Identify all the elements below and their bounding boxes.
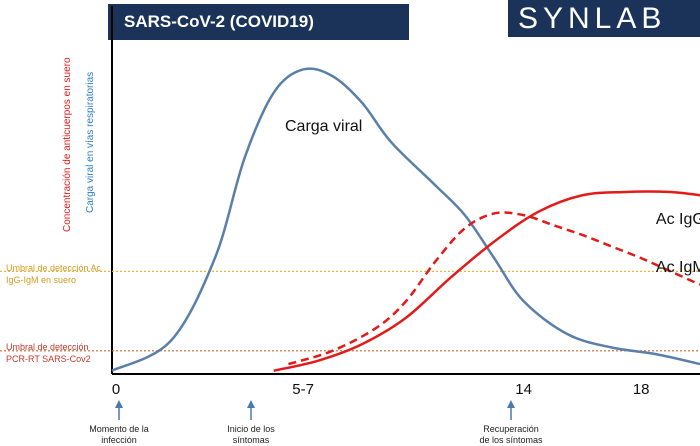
arrow-label-symptoms-start: Inicio de los síntomas [227, 424, 275, 445]
series-label-viral-load: Carga viral [285, 118, 362, 135]
x-tick-label: 0 [112, 381, 120, 398]
threshold-label-pcr: Umbral de detección PCR-RT SARS-Cov2 [6, 342, 91, 364]
arrow-label-recovery: Recuperación de los síntomas [479, 424, 543, 445]
series-label-igm: Ac IgM [656, 259, 700, 276]
series-line-igm [288, 211, 700, 366]
arrow-head [247, 400, 255, 408]
x-tick-label: 5-7 [292, 381, 314, 398]
chart-title: SARS-CoV-2 (COVID19) [108, 4, 409, 40]
arrow-head [115, 400, 123, 408]
x-tick-label: 14 [515, 381, 532, 398]
synlab-logo: SYNLAB [508, 0, 700, 37]
series-line-igg [273, 190, 700, 372]
threshold-label-igg-igm: Umbral de detección Ac IgG-IgM en suero [6, 263, 102, 285]
x-tick-label: 18 [633, 381, 650, 398]
arrow-label-infection: Momento de la infección [89, 424, 149, 445]
arrow-head [507, 400, 515, 408]
series-line-viral-load [111, 67, 700, 372]
series-label-igg: Ac IgG [656, 211, 700, 228]
